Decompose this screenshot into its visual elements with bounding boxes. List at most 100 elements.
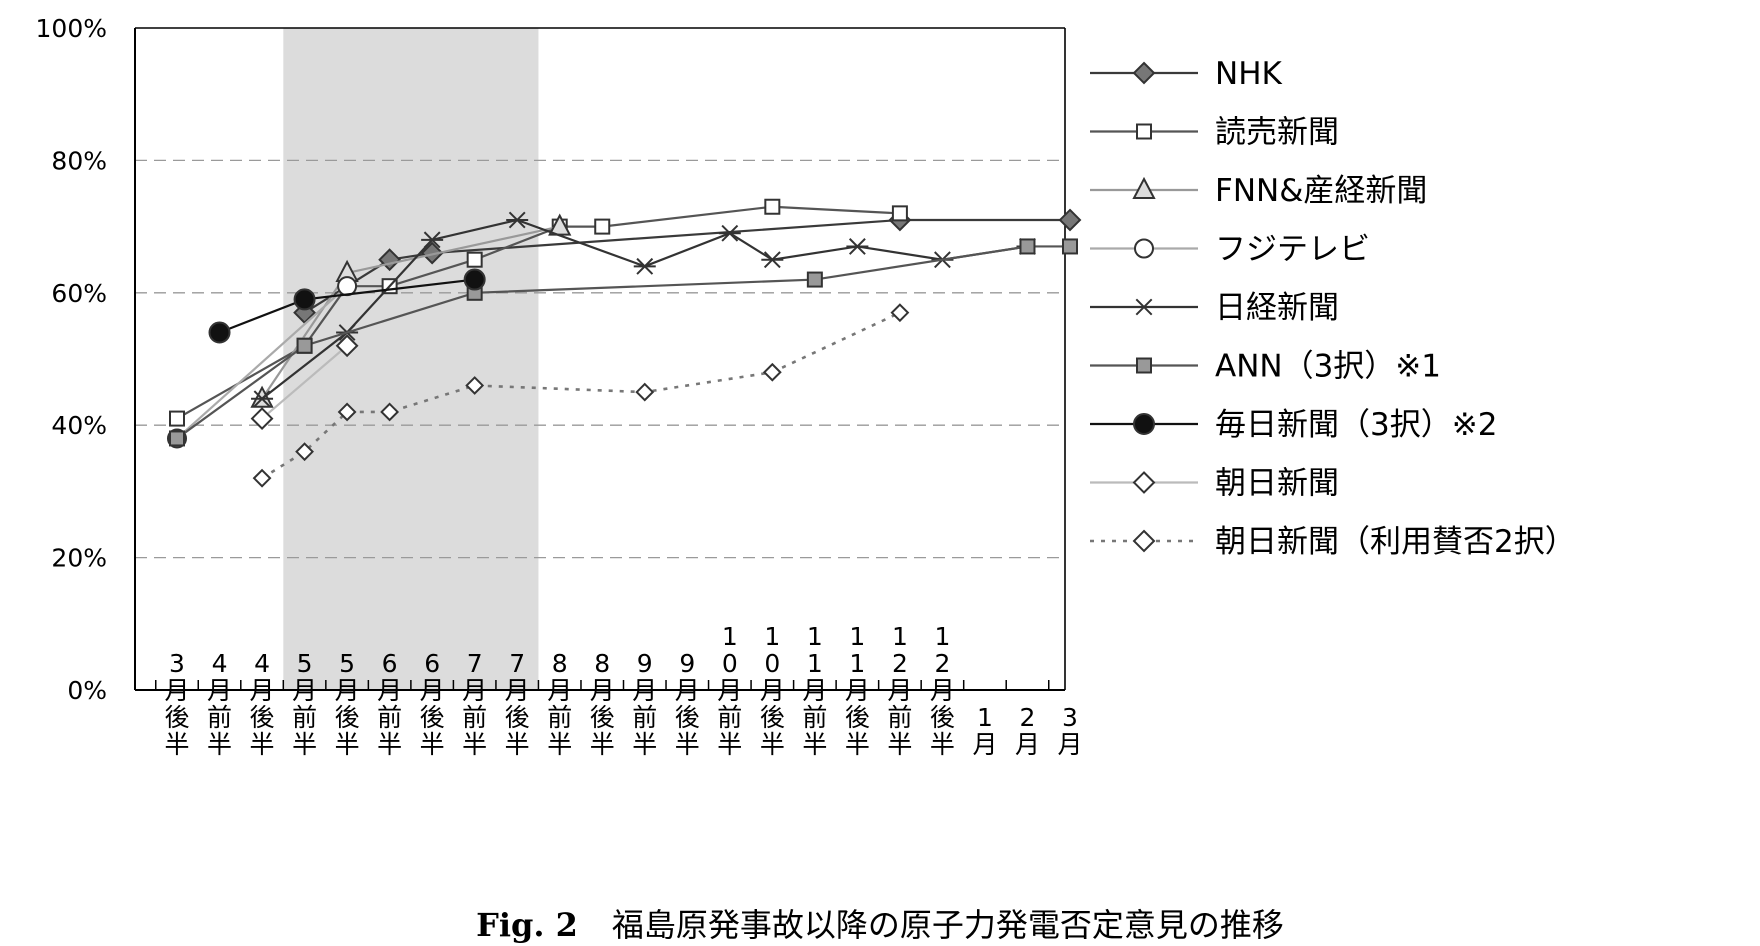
x-tick-label: 6 <box>382 649 398 678</box>
y-tick-label: 100% <box>36 14 107 43</box>
legend-entry: 朝日新聞 <box>1090 466 1339 502</box>
x-tick-label: 前 <box>632 703 657 732</box>
y-tick-label: 80% <box>51 146 107 175</box>
x-tick-label: 月 <box>292 676 317 705</box>
x-tick-label: 3 <box>169 649 185 678</box>
x-tick-label: 月 <box>505 676 530 705</box>
x-tick-label: 月 <box>1015 730 1040 759</box>
series <box>208 268 486 344</box>
x-tick-label: 半 <box>335 730 360 759</box>
data-point <box>1019 238 1036 255</box>
x-tick-label: 月 <box>930 676 955 705</box>
y-tick-label: 60% <box>51 279 107 308</box>
x-tick-label: 半 <box>845 730 870 759</box>
legend-label: 朝日新聞（利用賛否2択） <box>1215 524 1576 560</box>
data-point <box>295 442 314 462</box>
x-tick-label: 半 <box>802 730 827 759</box>
data-point <box>1133 413 1155 435</box>
x-tick-label: 後 <box>675 703 700 732</box>
legend-label: NHK <box>1215 56 1283 92</box>
x-tick-label: 2 <box>1020 703 1036 732</box>
x-tick-label: 1 <box>849 622 865 651</box>
x-tick-label: 1 <box>977 703 993 732</box>
x-tick-label: 月 <box>164 676 189 705</box>
x-tick-label: 後 <box>335 703 360 732</box>
x-tick-label: 月 <box>547 676 572 705</box>
x-tick-label: 1 <box>892 622 908 651</box>
x-tick-label: 月 <box>675 676 700 705</box>
x-tick-label: 半 <box>164 730 189 759</box>
data-point <box>337 402 357 422</box>
x-tick-label: 月 <box>590 676 615 705</box>
highlight-band <box>283 28 539 690</box>
legend-entry: フジテレビ <box>1090 232 1370 268</box>
asterisk-stroke <box>1135 298 1153 316</box>
data-point <box>1062 238 1078 255</box>
legend-entry: NHK <box>1090 56 1283 92</box>
x-tick-label: 2 <box>892 649 908 678</box>
data-point <box>762 362 782 382</box>
series <box>250 334 359 430</box>
x-tick-label: 半 <box>632 730 657 759</box>
x-tick-label: 半 <box>675 730 700 759</box>
x-tick-label: 後 <box>590 703 615 732</box>
x-tick-label: 前 <box>802 703 827 732</box>
x-tick-label: 半 <box>930 730 955 759</box>
data-point <box>594 218 611 235</box>
x-tick-label: 前 <box>717 703 742 732</box>
data-point <box>380 402 400 422</box>
legend-entry: ANN（3択）※1 <box>1090 349 1441 385</box>
data-point <box>1132 176 1156 199</box>
x-tick-label: 月 <box>802 676 827 705</box>
x-tick-label: 月 <box>1057 730 1082 759</box>
x-tick-label: 後 <box>420 703 445 732</box>
data-point <box>806 271 823 288</box>
legend-entry: FNN&産経新聞 <box>1090 173 1427 209</box>
x-tick-label: 前 <box>207 703 232 732</box>
legend-entry: 日経新聞 <box>1090 290 1339 326</box>
x-tick-label: 半 <box>462 730 487 759</box>
series-lines <box>167 198 1082 488</box>
x-tick-label: 半 <box>760 730 785 759</box>
asterisk-stroke <box>253 390 271 408</box>
x-tick-label: 前 <box>377 703 402 732</box>
x-tick-label: 月 <box>420 676 445 705</box>
x-tick-label: 月 <box>845 676 870 705</box>
highlight-band-rect <box>283 28 539 690</box>
data-point <box>1134 238 1154 259</box>
y-tick-label: 20% <box>51 544 107 573</box>
data-point <box>761 251 784 269</box>
data-point <box>420 241 444 265</box>
x-tick-label: 0 <box>764 649 780 678</box>
x-tick-label: 半 <box>717 730 742 759</box>
x-tick-label: 半 <box>420 730 445 759</box>
data-point <box>1136 357 1152 374</box>
asterisk-stroke <box>508 211 526 229</box>
x-tick-label: 半 <box>590 730 615 759</box>
asterisk-stroke <box>721 224 739 242</box>
data-point <box>1132 61 1156 85</box>
series <box>252 303 910 488</box>
x-tick-label: 後 <box>930 703 955 732</box>
data-point <box>890 303 910 323</box>
data-point <box>465 376 485 395</box>
legend-label: 毎日新聞（3択）※2 <box>1215 407 1497 443</box>
series <box>251 211 1039 408</box>
asterisk-stroke <box>636 257 654 275</box>
axes: 0%20%40%60%80%100%3月後半4月前半4月後半5月前半5月後半6月… <box>36 14 1083 759</box>
x-tick-label: 月 <box>972 730 997 759</box>
asterisk-stroke <box>763 251 781 269</box>
x-tick-label: 月 <box>377 676 402 705</box>
x-tick-label: 8 <box>552 649 568 678</box>
series-line <box>261 344 348 420</box>
x-tick-label: 0 <box>722 649 738 678</box>
asterisk-stroke <box>848 238 866 255</box>
x-tick-label: 前 <box>887 703 912 732</box>
legend-label: フジテレビ <box>1215 232 1370 268</box>
data-point <box>846 238 869 255</box>
data-point <box>1132 471 1156 494</box>
series-line <box>176 285 348 440</box>
data-point <box>169 410 185 427</box>
x-tick-label: 月 <box>717 676 742 705</box>
x-tick-label: 5 <box>297 649 313 678</box>
